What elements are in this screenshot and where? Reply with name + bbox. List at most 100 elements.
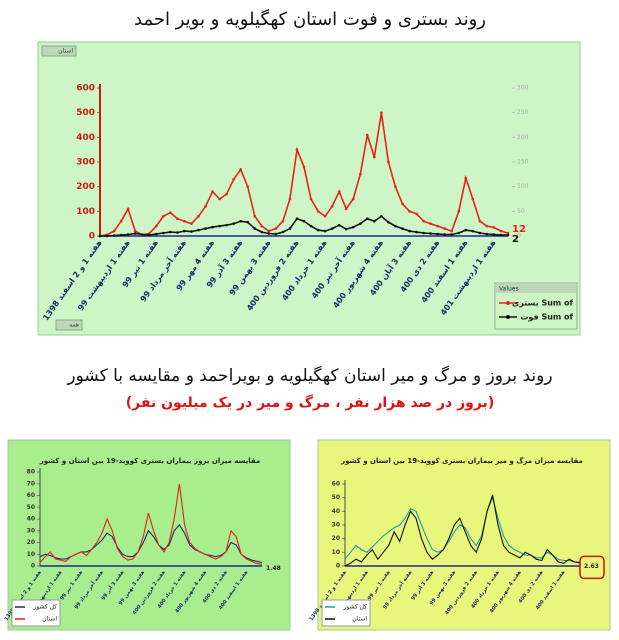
- series-marker: [373, 155, 376, 159]
- series-marker: [401, 227, 404, 230]
- series-marker: [330, 205, 334, 208]
- series-marker: [309, 224, 313, 228]
- legend-label: بستری Sum of: [512, 299, 574, 308]
- series-marker: [330, 227, 334, 230]
- value-label: 12: [512, 224, 526, 235]
- series-marker: [478, 231, 482, 235]
- y2-tick-label: 0: [517, 233, 521, 240]
- series-marker: [176, 217, 179, 221]
- y2-tick-label: 200: [517, 134, 529, 141]
- y-tick-label: 300: [76, 158, 95, 168]
- page-filter-label: همه: [69, 322, 79, 329]
- series-marker: [232, 177, 235, 181]
- series-marker: [112, 234, 116, 237]
- legend-label: فوت Sum of: [520, 313, 573, 322]
- page-filter-button: [55, 319, 83, 331]
- series-marker: [485, 232, 489, 236]
- series-marker: [204, 227, 207, 230]
- legend-label: استان: [42, 616, 57, 623]
- series-marker: [190, 222, 193, 225]
- y-tick-label: 10: [27, 551, 35, 558]
- section-heading: روند بروز و مرگ و میر استان کهگیلویه و ب…: [66, 365, 552, 386]
- series-marker: [457, 231, 461, 235]
- chart-background: [7, 439, 291, 631]
- series-marker: [506, 233, 510, 237]
- series-marker: [169, 211, 172, 214]
- series-marker: [112, 229, 116, 233]
- series-marker: [260, 230, 264, 234]
- y-tick-label: 0: [89, 232, 95, 242]
- series-marker: [154, 224, 158, 228]
- series-marker: [98, 234, 102, 238]
- series-marker: [351, 197, 355, 201]
- series-marker: [190, 230, 193, 233]
- y-tick-label: 400: [76, 133, 95, 143]
- series-marker: [457, 210, 461, 213]
- series-marker: [147, 233, 151, 237]
- series-marker: [422, 231, 425, 235]
- series-marker: [506, 231, 510, 235]
- filter-label: استان: [58, 48, 73, 55]
- y2-tick-label: 150: [517, 159, 529, 166]
- series-marker: [225, 192, 228, 196]
- y-tick-label: 70: [27, 480, 35, 487]
- series-marker: [274, 227, 278, 230]
- y-tick-label: 20: [332, 535, 340, 542]
- series-marker: [197, 228, 200, 232]
- series-line: [39, 483, 263, 565]
- series-marker: [499, 233, 503, 237]
- series-marker: [380, 111, 383, 114]
- series-marker: [295, 217, 299, 221]
- legend-title: Values: [499, 286, 519, 293]
- series-marker: [408, 229, 411, 233]
- series-marker: [246, 220, 250, 224]
- series-marker: [126, 207, 130, 211]
- series-marker: [260, 224, 264, 228]
- series-marker: [380, 214, 383, 218]
- series-marker: [302, 219, 306, 223]
- series-marker: [394, 185, 397, 188]
- series-marker: [415, 230, 418, 234]
- y-tick-label: 80: [27, 469, 35, 476]
- series-marker: [302, 165, 306, 169]
- series-marker: [401, 202, 404, 206]
- series-marker: [387, 220, 390, 224]
- series-marker: [162, 231, 165, 235]
- series-marker: [274, 232, 278, 236]
- series-marker: [471, 229, 475, 233]
- chart-title: مقایسه میزان مرگ و میر بیماران بستری کوو…: [340, 456, 583, 465]
- legend-box: [321, 599, 371, 627]
- series-marker: [211, 190, 214, 193]
- series-marker: [133, 229, 137, 233]
- series-marker: [344, 227, 348, 231]
- legend-label: کل کشور: [342, 604, 367, 611]
- series-marker: [394, 224, 397, 228]
- series-marker: [323, 214, 327, 218]
- y-tick-label: 40: [27, 516, 35, 523]
- series-marker: [281, 230, 285, 234]
- series-marker: [183, 229, 186, 233]
- series-marker: [436, 232, 439, 236]
- series-marker: [408, 210, 411, 213]
- series-marker: [267, 229, 271, 233]
- series-marker: [246, 185, 250, 188]
- series-marker: [211, 225, 214, 229]
- y-tick-label: 100: [76, 207, 95, 217]
- legend-box: [11, 599, 61, 627]
- series-marker: [478, 219, 482, 223]
- series-marker: [225, 223, 228, 227]
- y-tick-label: 500: [76, 108, 95, 118]
- series-marker: [351, 225, 355, 229]
- series-marker: [218, 224, 221, 228]
- series-marker: [162, 214, 165, 218]
- y2-tick-label: 100: [517, 183, 529, 190]
- series-marker: [288, 197, 292, 201]
- series-marker: [443, 233, 446, 236]
- series-marker: [267, 232, 271, 235]
- y-tick-label: 10: [332, 549, 340, 556]
- chart-title: مقایسه میزان بروز بیماران بستری کووید-19…: [39, 457, 260, 465]
- series-marker: [492, 233, 496, 236]
- series-marker: [169, 230, 172, 234]
- series-marker: [366, 133, 369, 137]
